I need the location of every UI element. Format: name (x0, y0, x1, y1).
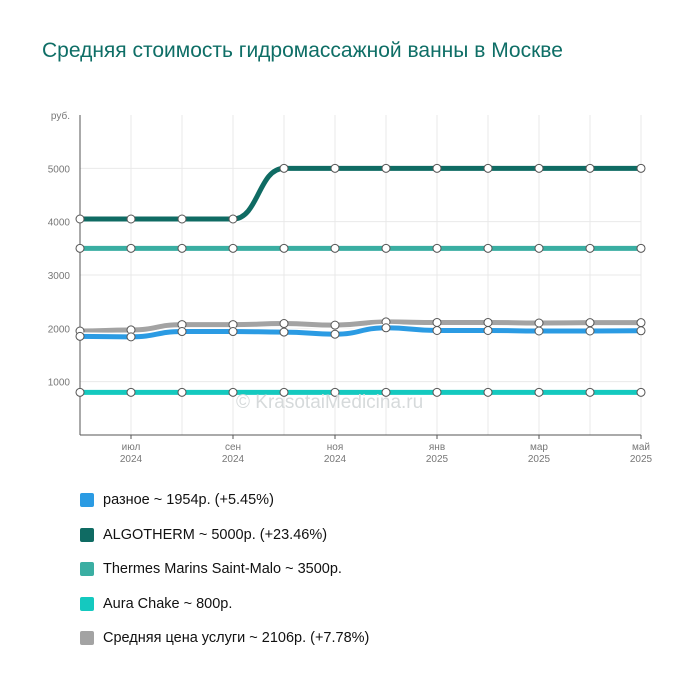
series-3-point (330, 387, 340, 397)
series-3-point (177, 387, 187, 397)
series-4-point (279, 319, 289, 329)
series-1-point (330, 163, 340, 173)
series-1-point (483, 163, 493, 173)
chart-title: Средняя стоимость гидромассажной ванны в… (42, 39, 563, 62)
series-4-point (636, 318, 646, 328)
series-0-point (177, 327, 187, 337)
legend-item-raznoe[interactable]: разное ~ 1954р. (+5.45%) (80, 483, 369, 518)
y-tick-label: 2000 (48, 324, 71, 335)
x-tick-label-month: ноя (327, 442, 344, 453)
series-1-point (381, 163, 391, 173)
legend-swatch (80, 493, 94, 508)
series-3-point (636, 387, 646, 397)
series-2-point (228, 243, 238, 253)
series-0-point (585, 326, 595, 336)
y-tick-label: 4000 (48, 218, 71, 229)
series-1-point (432, 163, 442, 173)
x-tick-label-month: июл (122, 442, 141, 453)
series-3-point (228, 387, 238, 397)
series-1-point (228, 214, 238, 224)
legend-label: разное ~ 1954р. (+5.45%) (103, 492, 274, 509)
series-2-point (279, 243, 289, 253)
series-0-line (77, 325, 644, 340)
series-2-point (585, 243, 595, 253)
series-0-point (432, 325, 442, 335)
series-2-point (126, 243, 136, 253)
series-1-point (585, 163, 595, 173)
series-1-point (636, 163, 646, 173)
y-unit-label: руб. (51, 110, 70, 122)
series-3-point (432, 387, 442, 397)
series-0-point (228, 327, 238, 337)
legend-swatch (80, 562, 94, 577)
series-4-point (483, 317, 493, 327)
legend-label: ALGOTHERM ~ 5000р. (+23.46%) (103, 526, 328, 543)
series-2-point (483, 243, 493, 253)
series-2-point (381, 243, 391, 253)
series-3-point (483, 387, 493, 397)
series-4-point (585, 318, 595, 328)
series-1-point (279, 163, 289, 173)
legend-label: Thermes Marins Saint-Malo ~ 3500р. (103, 561, 342, 578)
x-tick-label-year: 2025 (528, 454, 551, 465)
series-1-point (75, 214, 85, 224)
series-4-line (77, 319, 644, 334)
series-1-line (77, 165, 644, 222)
legend-item-thermes-marins[interactable]: Thermes Marins Saint-Malo ~ 3500р. (80, 552, 369, 587)
series-2-point (330, 243, 340, 253)
series-0-point (483, 325, 493, 335)
legend: разное ~ 1954р. (+5.45%) ALGOTHERM ~ 500… (80, 483, 369, 656)
series-1-point (126, 214, 136, 224)
line-chart: 10002000300040005000руб.июл2024сен2024но… (48, 110, 653, 465)
series-2-point (534, 243, 544, 253)
legend-label: Средняя цена услуги ~ 2106р. (+7.78%) (103, 630, 370, 647)
x-tick-label-month: янв (429, 442, 445, 453)
legend-item-aura-chake[interactable]: Aura Chake ~ 800р. (80, 587, 369, 622)
series-1-point (534, 163, 544, 173)
series-2-point (75, 243, 85, 253)
series-4-point (534, 318, 544, 328)
series-0-point (381, 323, 391, 333)
series-3-point (75, 387, 85, 397)
x-tick-label-year: 2025 (426, 454, 449, 465)
series-2-point (636, 243, 646, 253)
series-2-point (432, 243, 442, 253)
series-3-point (381, 387, 391, 397)
series-0-point (126, 332, 136, 342)
series-0-point (636, 326, 646, 336)
series-4-point (330, 320, 340, 330)
x-tick-label-month: мар (530, 442, 548, 453)
x-tick-label-year: 2024 (222, 454, 245, 465)
legend-label: Aura Chake ~ 800р. (103, 595, 233, 612)
series-0-point (534, 326, 544, 336)
legend-item-algotherm[interactable]: ALGOTHERM ~ 5000р. (+23.46%) (80, 518, 369, 553)
x-tick-label-month: май (632, 442, 650, 453)
series-3-point (279, 387, 289, 397)
x-tick-label-year: 2024 (324, 454, 347, 465)
series-3-point (585, 387, 595, 397)
series-0-point (330, 329, 340, 339)
legend-swatch (80, 596, 94, 611)
y-tick-label: 3000 (48, 271, 71, 282)
series-0-point (75, 331, 85, 341)
watermark: © KrasotaiMedicina.ru (236, 392, 424, 413)
legend-item-average[interactable]: Средняя цена услуги ~ 2106р. (+7.78%) (80, 621, 369, 656)
series-2-point (177, 243, 187, 253)
legend-swatch (80, 631, 94, 646)
y-tick-label: 5000 (48, 164, 71, 175)
x-tick-label-year: 2024 (120, 454, 143, 465)
series-4-point (432, 317, 442, 327)
legend-swatch (80, 527, 94, 542)
series-1-point (177, 214, 187, 224)
series-3-point (126, 387, 136, 397)
x-tick-label-month: сен (225, 442, 241, 453)
series-1-halo (76, 164, 645, 223)
series-3-point (534, 387, 544, 397)
series-0-point (279, 327, 289, 337)
x-tick-label-year: 2025 (630, 454, 653, 465)
y-tick-label: 1000 (48, 378, 71, 389)
